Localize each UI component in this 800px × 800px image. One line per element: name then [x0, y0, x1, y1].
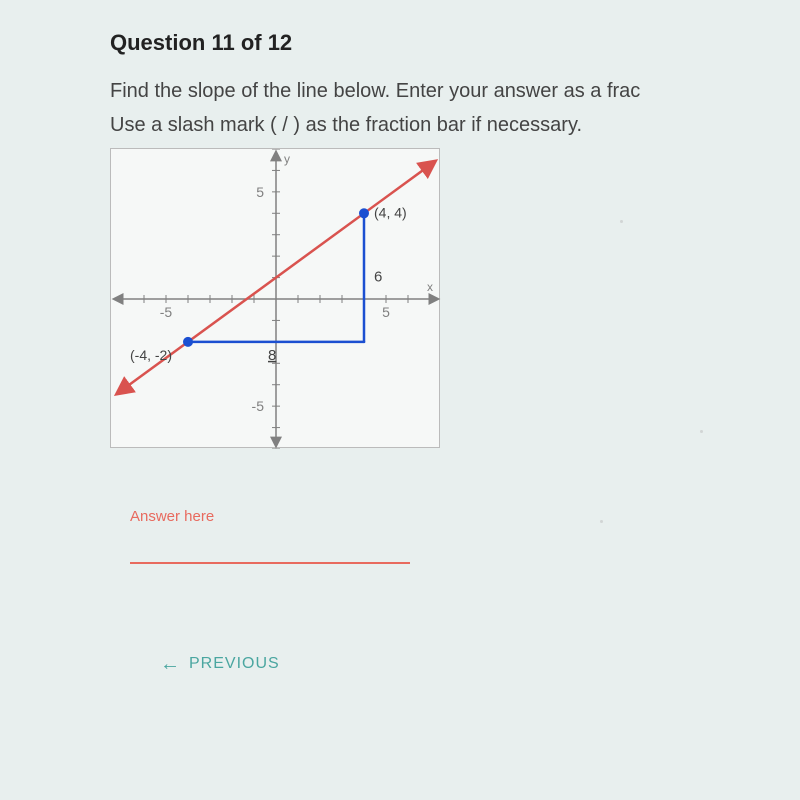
svg-text:8: 8 [268, 347, 276, 364]
slope-chart: -5 5 -5 5 y x (4, 4) (-4, -2) 6 8 [110, 148, 440, 448]
svg-text:y: y [284, 152, 290, 166]
question-line-1: Find the slope of the line below. Enter … [110, 76, 800, 106]
arrow-left-icon: ← [160, 654, 181, 674]
svg-text:5: 5 [382, 304, 390, 320]
svg-text:x: x [427, 280, 433, 294]
page-title: Question 11 of 12 [110, 30, 800, 56]
answer-input[interactable] [130, 529, 410, 564]
svg-text:-5: -5 [252, 398, 265, 414]
chart-svg: -5 5 -5 5 y x (4, 4) (-4, -2) 6 8 [111, 149, 441, 449]
previous-label: PREVIOUS [189, 655, 280, 673]
svg-text:5: 5 [256, 184, 264, 200]
answer-label: Answer here [130, 508, 800, 525]
svg-text:6: 6 [374, 269, 382, 286]
svg-text:-5: -5 [160, 304, 173, 320]
question-line-2: Use a slash mark ( / ) as the fraction b… [110, 110, 800, 140]
svg-text:(4, 4): (4, 4) [374, 204, 407, 220]
svg-text:(-4, -2): (-4, -2) [130, 347, 172, 363]
previous-button[interactable]: ← PREVIOUS [160, 654, 280, 674]
